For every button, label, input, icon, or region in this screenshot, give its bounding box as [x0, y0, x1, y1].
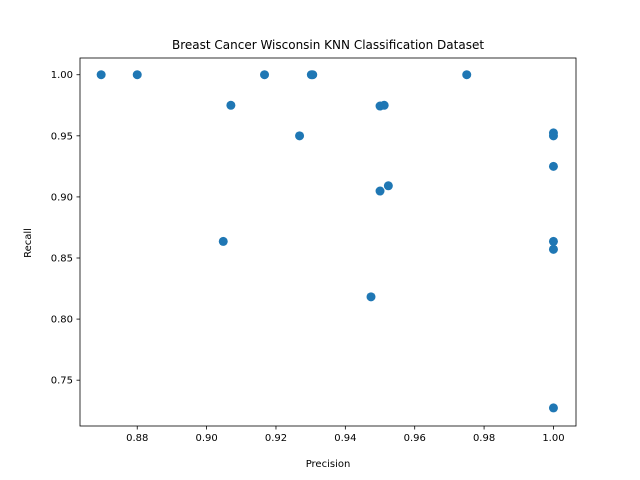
- data-point: [226, 100, 236, 110]
- y-tick-label: 0.90: [51, 192, 73, 203]
- data-point: [308, 70, 318, 80]
- data-point: [548, 244, 558, 254]
- plot-frame: [79, 57, 577, 427]
- data-point: [96, 70, 106, 80]
- data-point: [295, 131, 305, 141]
- data-point: [375, 186, 385, 196]
- data-points: [96, 70, 558, 413]
- data-point: [383, 181, 393, 191]
- y-tick-label: 0.75: [51, 376, 73, 387]
- chart-title: Breast Cancer Wisconsin KNN Classificati…: [172, 38, 484, 52]
- x-tick-label: 0.94: [334, 433, 356, 444]
- x-tick-label: 0.88: [126, 433, 148, 444]
- data-point: [260, 70, 270, 80]
- x-tick-label: 0.96: [404, 433, 426, 444]
- x-tick-label: 0.98: [473, 433, 495, 444]
- data-point: [548, 161, 558, 171]
- x-tick-label: 1.00: [542, 433, 564, 444]
- data-point: [462, 70, 472, 80]
- data-point: [132, 70, 142, 80]
- y-tick-label: 1.00: [51, 70, 73, 81]
- data-point: [548, 236, 558, 246]
- data-point: [548, 131, 558, 141]
- y-tick-label: 0.95: [51, 131, 73, 142]
- data-point: [548, 403, 558, 413]
- plot-area: [79, 57, 577, 427]
- y-axis-label: Recall: [23, 228, 34, 258]
- x-tick-label: 0.92: [265, 433, 287, 444]
- x-axis-label: Precision: [306, 459, 351, 470]
- y-axis: 0.75 0.80 0.85 0.90 0.95 1.00: [51, 70, 80, 387]
- data-point: [366, 292, 376, 302]
- y-tick-label: 0.85: [51, 254, 73, 265]
- x-axis: 0.88 0.90 0.92 0.94 0.96 0.98 1.00: [126, 426, 565, 444]
- data-point: [218, 236, 228, 246]
- y-tick-label: 0.80: [51, 315, 73, 326]
- data-point: [379, 100, 389, 110]
- x-tick-label: 0.90: [195, 433, 217, 444]
